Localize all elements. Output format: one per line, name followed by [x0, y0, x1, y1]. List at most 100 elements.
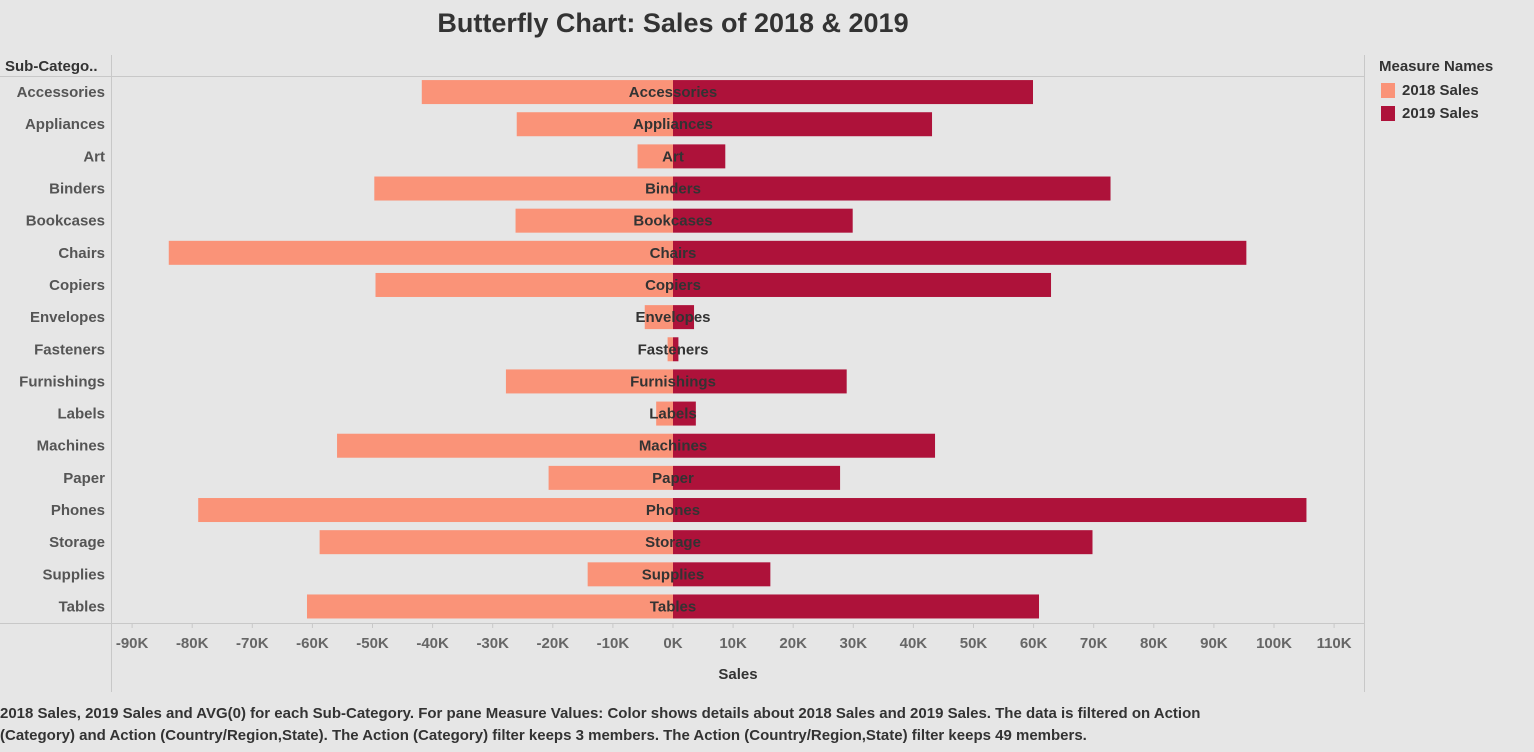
bar-2019-labels: [673, 401, 696, 426]
bar-2019-fasteners: [673, 337, 679, 362]
center-label-labels: Labels: [649, 406, 697, 423]
center-label-bookcases: Bookcases: [633, 213, 712, 230]
bar-2018-furnishings: [505, 369, 673, 394]
caption-line-2: (Category) and Action (Country/Region,St…: [0, 727, 1087, 744]
bar-2019-appliances: [673, 112, 933, 137]
category-label-copiers: Copiers: [49, 277, 105, 294]
category-label-storage: Storage: [49, 534, 105, 551]
center-label-machines: Machines: [639, 438, 707, 455]
bar-2018-copiers: [375, 272, 673, 297]
bar-2019-tables: [673, 594, 1040, 619]
category-label-envelopes: Envelopes: [30, 309, 105, 326]
legend-item-2019-sales[interactable]: 2019 Sales: [1379, 102, 1529, 125]
x-tick-label: -80K: [176, 635, 209, 652]
center-label-binders: Binders: [645, 181, 701, 198]
caption-line-1: 2018 Sales, 2019 Sales and AVG(0) for ea…: [0, 705, 1201, 722]
bar-2019-supplies: [673, 562, 771, 587]
center-label-furnishings: Furnishings: [630, 373, 716, 390]
bar-2018-tables: [306, 594, 673, 619]
bar-2019-chairs: [673, 240, 1247, 265]
bar-2018-storage: [319, 530, 673, 555]
x-tick-label: 0K: [663, 635, 682, 652]
center-label-copiers: Copiers: [645, 277, 701, 294]
category-label-supplies: Supplies: [42, 566, 105, 583]
category-label-tables: Tables: [59, 598, 105, 615]
center-label-storage: Storage: [645, 534, 701, 551]
category-label-furnishings: Furnishings: [19, 373, 105, 390]
center-label-supplies: Supplies: [642, 566, 705, 583]
x-tick-label: -60K: [296, 635, 329, 652]
bar-2019-storage: [673, 530, 1093, 555]
bar-2018-art: [637, 144, 673, 169]
bar-2019-machines: [673, 433, 936, 458]
bar-2018-appliances: [516, 112, 673, 137]
category-label-bookcases: Bookcases: [26, 213, 105, 230]
row-header-label: Sub-Catego..: [5, 58, 98, 75]
bar-2019-phones: [673, 498, 1307, 523]
bar-2019-accessories: [673, 80, 1033, 105]
x-tick-label: -30K: [476, 635, 509, 652]
bar-2019-bookcases: [673, 208, 853, 233]
category-label-chairs: Chairs: [58, 245, 105, 262]
x-tick-label: 90K: [1200, 635, 1228, 652]
x-tick-label: -10K: [597, 635, 630, 652]
category-label-fasteners: Fasteners: [34, 341, 105, 358]
category-label-labels: Labels: [57, 406, 105, 423]
x-tick-label: 70K: [1080, 635, 1108, 652]
x-tick-label: 100K: [1256, 635, 1292, 652]
x-tick-label: 30K: [840, 635, 868, 652]
category-label-art: Art: [83, 148, 105, 165]
bar-2018-binders: [374, 176, 673, 201]
center-label-accessories: Accessories: [629, 84, 717, 101]
bar-2018-fasteners: [667, 337, 673, 362]
x-tick-label: 40K: [900, 635, 928, 652]
legend-swatch-2019-sales: [1381, 106, 1395, 121]
x-tick-label: 10K: [719, 635, 747, 652]
legend-swatch-2018-sales: [1381, 83, 1395, 98]
center-label-phones: Phones: [646, 502, 700, 519]
bar-2018-labels: [656, 401, 673, 426]
bar-2018-paper: [548, 465, 673, 490]
bar-2018-accessories: [421, 80, 673, 105]
legend-label-2019-sales: 2019 Sales: [1402, 105, 1479, 122]
bar-2018-bookcases: [515, 208, 673, 233]
x-tick-label: 80K: [1140, 635, 1168, 652]
category-label-accessories: Accessories: [17, 84, 105, 101]
center-label-tables: Tables: [650, 598, 696, 615]
bar-2018-supplies: [587, 562, 673, 587]
category-label-appliances: Appliances: [25, 116, 105, 133]
bar-2019-envelopes: [673, 305, 695, 330]
x-tick-label: 50K: [960, 635, 988, 652]
x-tick-label: -50K: [356, 635, 389, 652]
chart-title: Butterfly Chart: Sales of 2018 & 2019: [437, 8, 909, 38]
x-tick-label: -40K: [416, 635, 449, 652]
x-tick-label: -90K: [116, 635, 149, 652]
center-label-envelopes: Envelopes: [635, 309, 710, 326]
center-label-appliances: Appliances: [633, 116, 713, 133]
x-tick-label: -70K: [236, 635, 269, 652]
bar-2019-paper: [673, 465, 841, 490]
category-label-paper: Paper: [63, 470, 105, 487]
x-tick-label: -20K: [537, 635, 570, 652]
legend-item-2018-sales[interactable]: 2018 Sales: [1379, 79, 1529, 102]
center-label-art: Art: [662, 148, 684, 165]
legend: Measure Names 2018 Sales 2019 Sales: [1379, 58, 1529, 125]
bar-2019-copiers: [673, 272, 1052, 297]
bar-2018-phones: [198, 498, 673, 523]
x-axis-title: Sales: [718, 666, 757, 683]
bar-2018-envelopes: [644, 305, 673, 330]
legend-title: Measure Names: [1379, 58, 1494, 75]
center-label-chairs: Chairs: [650, 245, 697, 262]
category-label-phones: Phones: [51, 502, 105, 519]
x-tick-label: 110K: [1317, 635, 1352, 652]
bar-2018-machines: [337, 433, 673, 458]
bar-2019-furnishings: [673, 369, 847, 394]
bar-2019-binders: [673, 176, 1111, 201]
chart-caption: 2018 Sales, 2019 Sales and AVG(0) for ea…: [0, 703, 1530, 747]
center-label-fasteners: Fasteners: [638, 341, 709, 358]
center-label-paper: Paper: [652, 470, 694, 487]
category-label-machines: Machines: [37, 438, 105, 455]
legend-label-2018-sales: 2018 Sales: [1402, 82, 1479, 99]
